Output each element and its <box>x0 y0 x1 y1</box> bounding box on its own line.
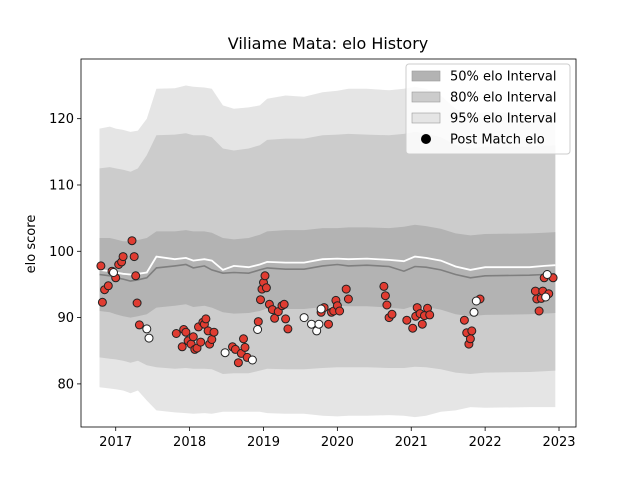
post-match-elo-point-win <box>239 334 248 344</box>
post-match-elo-point-win <box>253 317 263 327</box>
mean-elo-line <box>99 255 556 276</box>
post-match-elo-point-win <box>131 271 141 281</box>
post-match-elo-point-win <box>459 315 469 325</box>
post-match-elo-point-win <box>387 309 397 319</box>
x-tick-label: 2022 <box>469 435 502 450</box>
post-match-elo-point-win <box>324 319 333 329</box>
post-match-elo-point-win <box>129 252 139 262</box>
x-tick-label: 2021 <box>395 435 428 450</box>
post-match-elo-point-loss <box>307 319 316 329</box>
post-match-elo-point-win <box>181 327 191 337</box>
post-match-elo-point-win <box>103 281 113 291</box>
post-match-elo-point-loss <box>253 325 263 334</box>
post-match-elo-point-win <box>118 252 128 262</box>
y-tick-label: 80 <box>57 377 74 392</box>
axes-frame <box>80 58 577 428</box>
post-match-elo-point-win <box>283 324 293 334</box>
post-match-elo-point-win <box>379 281 389 291</box>
post-match-elo-point-win <box>465 334 475 344</box>
y-tick-label: 100 <box>49 245 74 260</box>
x-tick-label: 2019 <box>247 435 280 450</box>
legend-swatch <box>411 91 441 103</box>
post-match-elo-point-win <box>209 327 219 337</box>
x-tick-label: 2023 <box>542 435 575 450</box>
band-50-interval <box>99 224 556 318</box>
y-tick-label: 90 <box>57 311 74 326</box>
axes: 2017 2018 2019 2020 2021 2022 2023 80 90 100 110 12… <box>49 58 577 450</box>
post-match-elo-point-win <box>380 291 390 301</box>
post-match-elo-point-loss <box>316 304 326 314</box>
post-match-elo-point-win <box>256 295 265 305</box>
legend-label: 50% elo Interval <box>450 70 557 85</box>
post-match-elo-point-win <box>270 313 280 323</box>
post-match-elo-point-loss <box>542 270 552 279</box>
post-match-elo-point-win <box>132 298 142 308</box>
median-elo-line <box>99 263 556 282</box>
post-match-elo-point-loss <box>142 324 152 334</box>
post-match-elo-point-loss <box>220 348 230 358</box>
plot-area <box>96 85 558 418</box>
post-match-elo-point-win <box>97 297 107 307</box>
post-match-elo-point-win <box>417 319 427 329</box>
post-match-elo-point-loss <box>471 296 481 306</box>
post-match-elo-point-win <box>402 315 412 325</box>
post-match-elo-point-win <box>425 310 435 320</box>
post-match-elo-point-win <box>240 342 250 352</box>
legend-swatch <box>411 70 441 82</box>
post-match-elo-point-win <box>196 337 206 347</box>
post-match-elo-point-win <box>281 314 291 324</box>
post-match-elo-point-loss <box>541 292 551 302</box>
legend-box <box>405 63 571 155</box>
x-tick-label: 2018 <box>173 435 206 450</box>
legend: 50% elo Interval 80% elo Interval 95% elo … <box>405 63 571 155</box>
post-match-elo-point-win <box>335 306 345 316</box>
post-match-elo-point-win <box>177 342 187 352</box>
x-tick-label: 2017 <box>99 435 132 450</box>
post-match-elo-point-win <box>233 358 243 368</box>
post-match-elo-point-win <box>134 320 144 330</box>
post-match-elo-point-loss <box>314 319 324 329</box>
post-match-elo-point-win <box>188 332 198 342</box>
post-match-elo-point-loss <box>144 333 154 343</box>
post-match-elo-point-win <box>534 306 544 316</box>
post-match-elo-point-win <box>530 286 540 296</box>
post-match-elo-point-win <box>341 284 351 294</box>
post-match-elo-point-loss <box>299 313 309 323</box>
legend-label: Post Match elo <box>450 133 545 148</box>
post-match-elo-point-win <box>279 299 289 309</box>
post-match-elo-point-win <box>201 314 211 324</box>
post-match-elo-point-win <box>382 300 392 310</box>
post-match-elo-point-win <box>408 323 418 333</box>
y-axis-label: elo score <box>24 215 39 274</box>
legend-label: 80% elo Interval <box>450 91 557 106</box>
y-tick-label: 110 <box>49 178 74 193</box>
post-match-elo-point-win <box>260 271 270 281</box>
post-match-elo-point-win <box>171 329 181 338</box>
post-match-elo-point-win <box>467 326 477 336</box>
legend-swatch <box>411 112 441 124</box>
post-match-elo-point-win <box>207 335 217 344</box>
post-match-elo-point-win <box>343 294 353 304</box>
chart-title: Viliame Mata: elo History <box>228 34 429 53</box>
x-tick-label: 2020 <box>321 435 354 450</box>
post-match-elo-point-win <box>261 283 271 293</box>
post-match-elo-point-loss <box>469 307 479 317</box>
post-match-elo-point-loss <box>247 355 257 365</box>
legend-marker <box>421 134 431 144</box>
post-match-elo-point-win <box>96 261 106 271</box>
y-tick-label: 120 <box>49 112 74 127</box>
post-match-elo-point-loss <box>109 268 118 277</box>
post-match-elo-point-win <box>127 236 137 246</box>
legend-label: 95% elo Interval <box>450 112 557 127</box>
